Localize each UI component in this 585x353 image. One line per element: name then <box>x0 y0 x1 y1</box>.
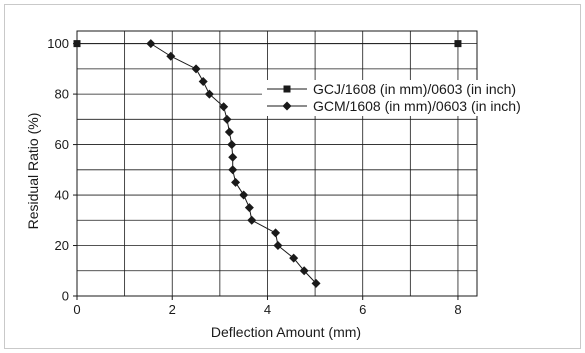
data-point-gcm <box>204 89 214 99</box>
legend: GCJ/1608 (in mm)/0603 (in inch) GCM/1608… <box>262 80 580 116</box>
data-point-gcj <box>73 40 81 48</box>
series-line-gcm <box>150 43 317 284</box>
x-tick-label: 2 <box>169 302 176 317</box>
y-tick-label: 20 <box>55 238 69 253</box>
data-point-gcm <box>224 127 234 137</box>
legend-label-gcm: GCM/1608 (in mm)/0603 (in inch) <box>313 98 521 114</box>
data-point-gcm <box>247 215 257 225</box>
y-axis-title: Residual Ratio (%) <box>25 113 41 230</box>
data-point-gcm <box>244 203 254 213</box>
data-point-gcm <box>239 190 249 200</box>
legend-label-gcj: GCJ/1608 (in mm)/0603 (in inch) <box>313 81 516 97</box>
y-tick-label: 100 <box>47 36 69 51</box>
data-point-gcm <box>299 266 309 276</box>
legend-box <box>262 80 580 116</box>
data-point-gcm <box>228 165 238 175</box>
data-point-gcm <box>222 114 232 124</box>
series-layer <box>73 39 462 288</box>
data-point-gcm <box>191 64 201 74</box>
legend-marker-gcm <box>282 101 292 111</box>
x-tick-label: 8 <box>454 302 461 317</box>
x-tick-label: 6 <box>359 302 366 317</box>
x-axis-title: Deflection Amount (mm) <box>211 324 361 340</box>
y-tick-label: 60 <box>55 137 69 152</box>
grid <box>77 31 477 296</box>
y-tick-label: 0 <box>62 289 69 304</box>
plot-area <box>76 30 478 297</box>
data-point-gcm <box>227 140 237 150</box>
data-point-gcm <box>271 228 281 238</box>
x-tick-label: 0 <box>73 302 80 317</box>
data-point-gcm <box>273 241 283 251</box>
y-tick-label: 80 <box>55 87 69 102</box>
data-point-gcm <box>219 102 229 112</box>
data-point-gcm <box>166 51 176 61</box>
y-tick-label: 40 <box>55 188 69 203</box>
data-point-gcm <box>198 76 208 86</box>
chart-frame <box>4 4 581 349</box>
data-point-gcm <box>146 39 156 49</box>
data-point-gcm <box>289 253 299 263</box>
data-point-gcm <box>231 177 241 187</box>
x-tick-label: 4 <box>264 302 271 317</box>
data-point-gcj <box>454 40 462 48</box>
data-point-gcm <box>311 278 321 288</box>
data-point-gcm <box>228 152 238 162</box>
legend-marker-gcj <box>283 85 291 93</box>
